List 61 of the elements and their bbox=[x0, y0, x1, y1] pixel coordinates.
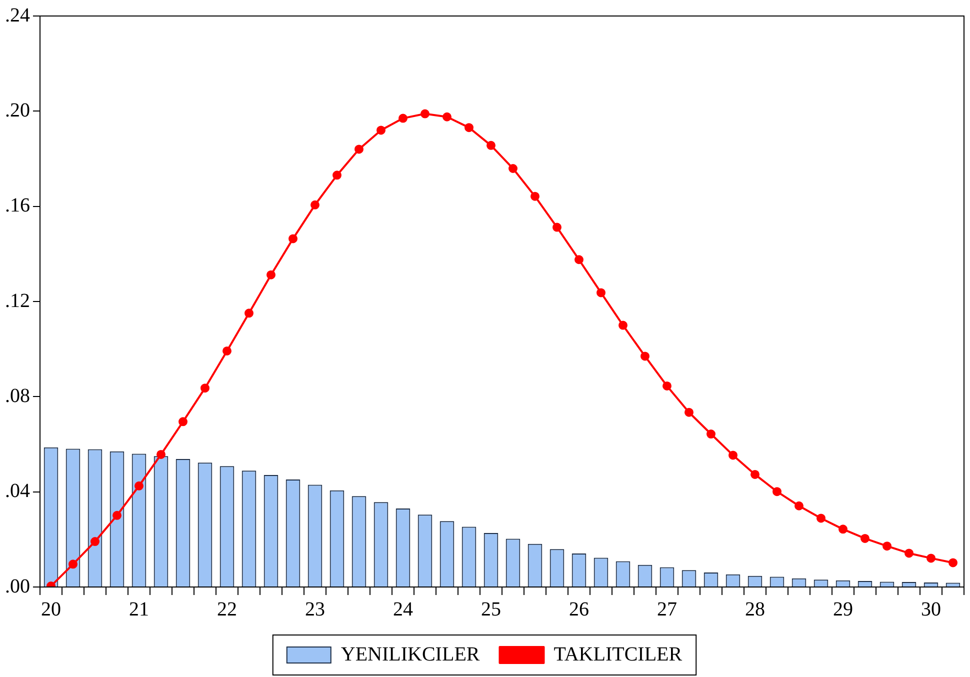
point bbox=[200, 384, 210, 393]
point bbox=[332, 170, 342, 180]
point bbox=[706, 430, 716, 439]
point bbox=[882, 542, 892, 551]
legend-label: YENILIKCILER bbox=[340, 643, 480, 666]
point bbox=[354, 144, 364, 154]
point bbox=[508, 164, 518, 174]
x-tick-label: 30 bbox=[921, 598, 941, 620]
point bbox=[926, 554, 936, 563]
point bbox=[750, 470, 760, 479]
x-tick-label: 23 bbox=[305, 598, 325, 620]
x-tick-label: 29 bbox=[833, 598, 853, 620]
point bbox=[464, 123, 474, 132]
x-tick-label: 28 bbox=[745, 598, 765, 620]
y-tick-label: .20 bbox=[5, 99, 30, 122]
point bbox=[816, 514, 826, 523]
point bbox=[222, 346, 232, 356]
point bbox=[772, 487, 782, 496]
point bbox=[728, 450, 738, 460]
point bbox=[904, 548, 914, 558]
point bbox=[420, 109, 430, 118]
point bbox=[398, 114, 408, 123]
point bbox=[618, 320, 628, 330]
point bbox=[552, 222, 562, 232]
point bbox=[244, 308, 254, 318]
point bbox=[266, 270, 276, 280]
point bbox=[178, 417, 188, 426]
point bbox=[794, 501, 804, 510]
y-tick-label: .16 bbox=[5, 194, 30, 217]
x-tick-label: 21 bbox=[129, 598, 149, 620]
y-tick-label: .04 bbox=[5, 480, 30, 502]
point bbox=[288, 234, 298, 244]
x-tick-label: 24 bbox=[393, 598, 413, 620]
point bbox=[310, 200, 320, 210]
point bbox=[948, 558, 958, 568]
point bbox=[530, 192, 540, 201]
point bbox=[684, 408, 694, 417]
point bbox=[134, 481, 144, 490]
point bbox=[860, 534, 870, 543]
y-tick-label: .24 bbox=[5, 4, 30, 26]
point bbox=[596, 288, 606, 298]
point bbox=[156, 450, 166, 459]
legend-label: TAKLITCILER bbox=[554, 643, 683, 666]
y-tick-label: .08 bbox=[5, 384, 30, 407]
x-tick-label: 25 bbox=[481, 598, 501, 620]
point bbox=[486, 140, 496, 150]
y-tick-label: .12 bbox=[5, 290, 30, 312]
x-tick-label: 22 bbox=[217, 598, 237, 620]
x-tick-label: 26 bbox=[569, 598, 589, 620]
point bbox=[640, 352, 650, 361]
point bbox=[838, 524, 848, 534]
x-tick-label: 27 bbox=[657, 598, 677, 620]
point bbox=[574, 255, 584, 264]
point bbox=[376, 126, 386, 135]
point bbox=[112, 510, 122, 520]
y-tick-label: .00 bbox=[5, 575, 30, 598]
point bbox=[662, 381, 672, 390]
x-tick-label: 20 bbox=[41, 598, 61, 620]
point bbox=[68, 560, 78, 569]
point bbox=[90, 537, 100, 546]
point bbox=[442, 112, 452, 122]
